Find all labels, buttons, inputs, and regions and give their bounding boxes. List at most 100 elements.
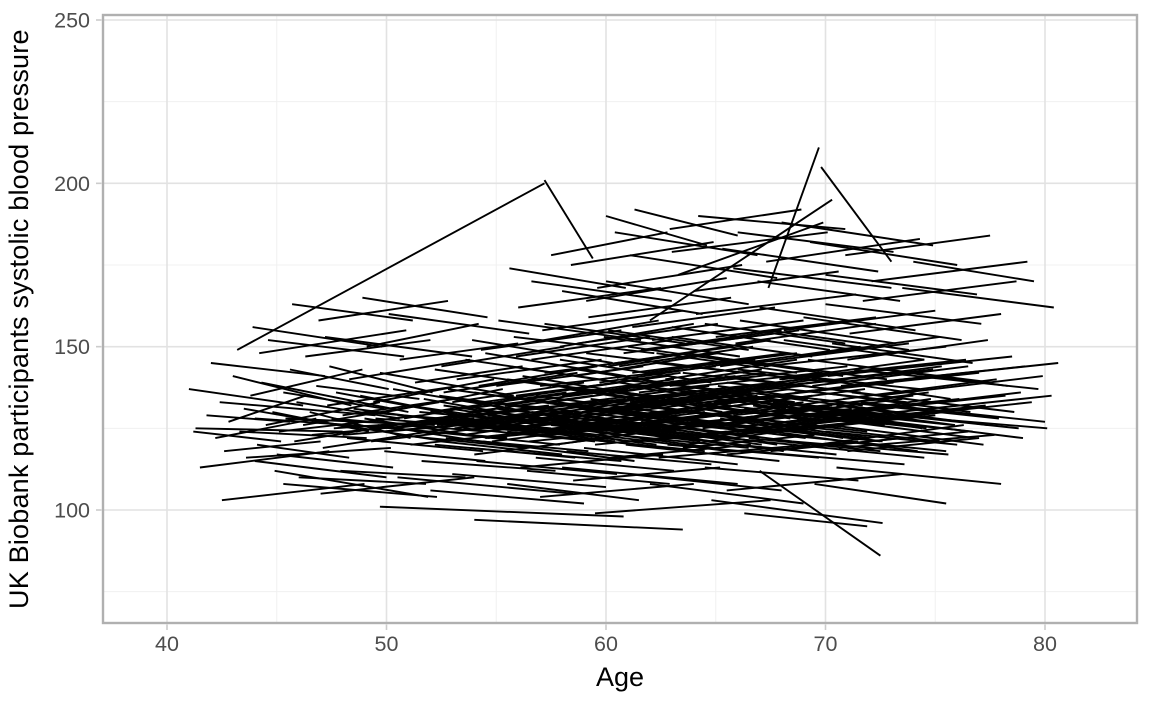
trajectory-segment xyxy=(329,365,433,394)
trajectory-segment xyxy=(781,221,934,247)
trajectory-segment xyxy=(507,378,666,400)
trajectory-segment xyxy=(671,335,813,358)
trajectory-segment xyxy=(318,299,449,322)
trajectory-segment xyxy=(836,430,969,446)
trajectory-segment xyxy=(543,179,594,259)
trajectory-segment xyxy=(573,466,721,482)
trajectory-segment xyxy=(759,306,916,332)
trajectory-segment xyxy=(291,303,413,322)
trajectory-segment xyxy=(669,365,848,387)
trajectory-segment xyxy=(608,384,802,407)
trajectory-segment xyxy=(463,427,596,443)
trajectory-segment xyxy=(513,335,655,355)
trajectory-segment xyxy=(349,358,471,381)
trajectory-segment xyxy=(638,427,771,443)
trajectory-segment xyxy=(476,460,618,476)
trajectory-segment xyxy=(210,362,326,378)
trajectory-segment xyxy=(704,466,859,482)
trajectory-segment xyxy=(711,499,883,525)
trajectory-segment xyxy=(772,401,896,420)
trajectory-segment xyxy=(640,329,782,351)
trajectory-segment xyxy=(704,322,846,345)
trajectory-segment xyxy=(443,371,578,394)
y-axis-tick-labels: 100 150 200 250 xyxy=(54,9,90,523)
trajectory-segment xyxy=(845,234,991,257)
trajectory-segment xyxy=(583,446,738,466)
trajectory-segment xyxy=(669,208,802,231)
trajectory-segment xyxy=(445,437,589,453)
x-axis-tick-labels: 40 50 60 70 80 xyxy=(155,632,1057,656)
trajectory-segment xyxy=(441,440,563,456)
trajectory-segment xyxy=(441,345,565,368)
trajectory-segment xyxy=(629,254,778,280)
trajectory-segment xyxy=(671,326,831,351)
trajectory-segment xyxy=(634,208,738,237)
trajectory-segment xyxy=(443,404,563,423)
trajectory-segment xyxy=(430,420,585,436)
trajectory-segment xyxy=(737,368,921,391)
trajectory-segment xyxy=(825,273,978,296)
trajectory-segment xyxy=(733,414,857,433)
trajectory-segment xyxy=(719,345,861,368)
trajectory-segment xyxy=(421,460,556,472)
trajectory-segment xyxy=(792,443,925,459)
y-tick-label: 100 xyxy=(54,499,90,523)
trajectory-segment xyxy=(878,375,1043,397)
trajectory-segment xyxy=(779,358,925,381)
trajectory-segment xyxy=(799,407,923,430)
y-axis-title: UK Biobank participants systolic blood p… xyxy=(4,29,34,609)
trajectory-segment xyxy=(219,401,376,417)
trajectory-segment xyxy=(388,313,530,335)
trajectory-segment xyxy=(748,437,881,453)
trajectory-segment xyxy=(698,384,850,407)
trajectory-segment xyxy=(570,241,714,266)
trajectory-segment xyxy=(265,401,381,427)
trajectory-segment xyxy=(221,482,365,502)
trajectory-segment xyxy=(766,237,921,263)
trajectory-segment xyxy=(665,358,798,381)
x-tick-label: 60 xyxy=(594,632,618,656)
panel-border xyxy=(101,13,1139,625)
trajectory-segment xyxy=(550,231,668,257)
trajectory-segment xyxy=(509,267,626,289)
y-tick-label: 200 xyxy=(54,172,90,196)
trajectory-segment xyxy=(649,198,833,322)
trajectory-segment xyxy=(485,424,618,440)
trajectory-segment xyxy=(913,260,1035,283)
trajectory-segment xyxy=(465,358,600,381)
trajectory-segment xyxy=(748,450,905,466)
trajectory-segment xyxy=(452,473,607,489)
trajectory-segment xyxy=(520,453,664,469)
trajectory-segment xyxy=(366,322,479,348)
trajectory-segment xyxy=(419,411,574,427)
bp-trajectory-segments xyxy=(188,147,1059,557)
trajectory-segment xyxy=(507,482,640,502)
trajectory-segment xyxy=(625,443,780,462)
trajectory-segment xyxy=(594,499,771,515)
trajectory-segment xyxy=(709,371,846,394)
trajectory-segment xyxy=(698,215,846,231)
trajectory-segment xyxy=(559,358,712,384)
trajectory-segment xyxy=(256,443,350,459)
trajectory-segment xyxy=(728,417,870,440)
trajectory-segment xyxy=(805,404,956,427)
x-tick-label: 50 xyxy=(375,632,399,656)
trajectory-segment xyxy=(693,270,839,293)
y-tick-label: 250 xyxy=(54,9,90,33)
x-tick-label: 80 xyxy=(1033,632,1057,656)
trajectory-segment xyxy=(575,404,699,427)
trajectory-segment xyxy=(799,335,940,358)
trajectory-segment xyxy=(849,313,1002,335)
trajectory-segment xyxy=(744,512,868,528)
trajectory-segment xyxy=(320,476,475,495)
trajectory-segment xyxy=(689,411,868,433)
trajectory-segment xyxy=(632,306,776,329)
trajectory-segment xyxy=(726,440,859,456)
trajectory-segment xyxy=(252,326,383,348)
trajectory-segment xyxy=(526,469,670,485)
trajectory-segment xyxy=(785,365,942,387)
trajectory-segment xyxy=(397,476,574,495)
trajectory-segment xyxy=(827,355,1013,378)
trajectory-segment xyxy=(799,375,951,400)
trajectory-segment xyxy=(562,466,738,485)
